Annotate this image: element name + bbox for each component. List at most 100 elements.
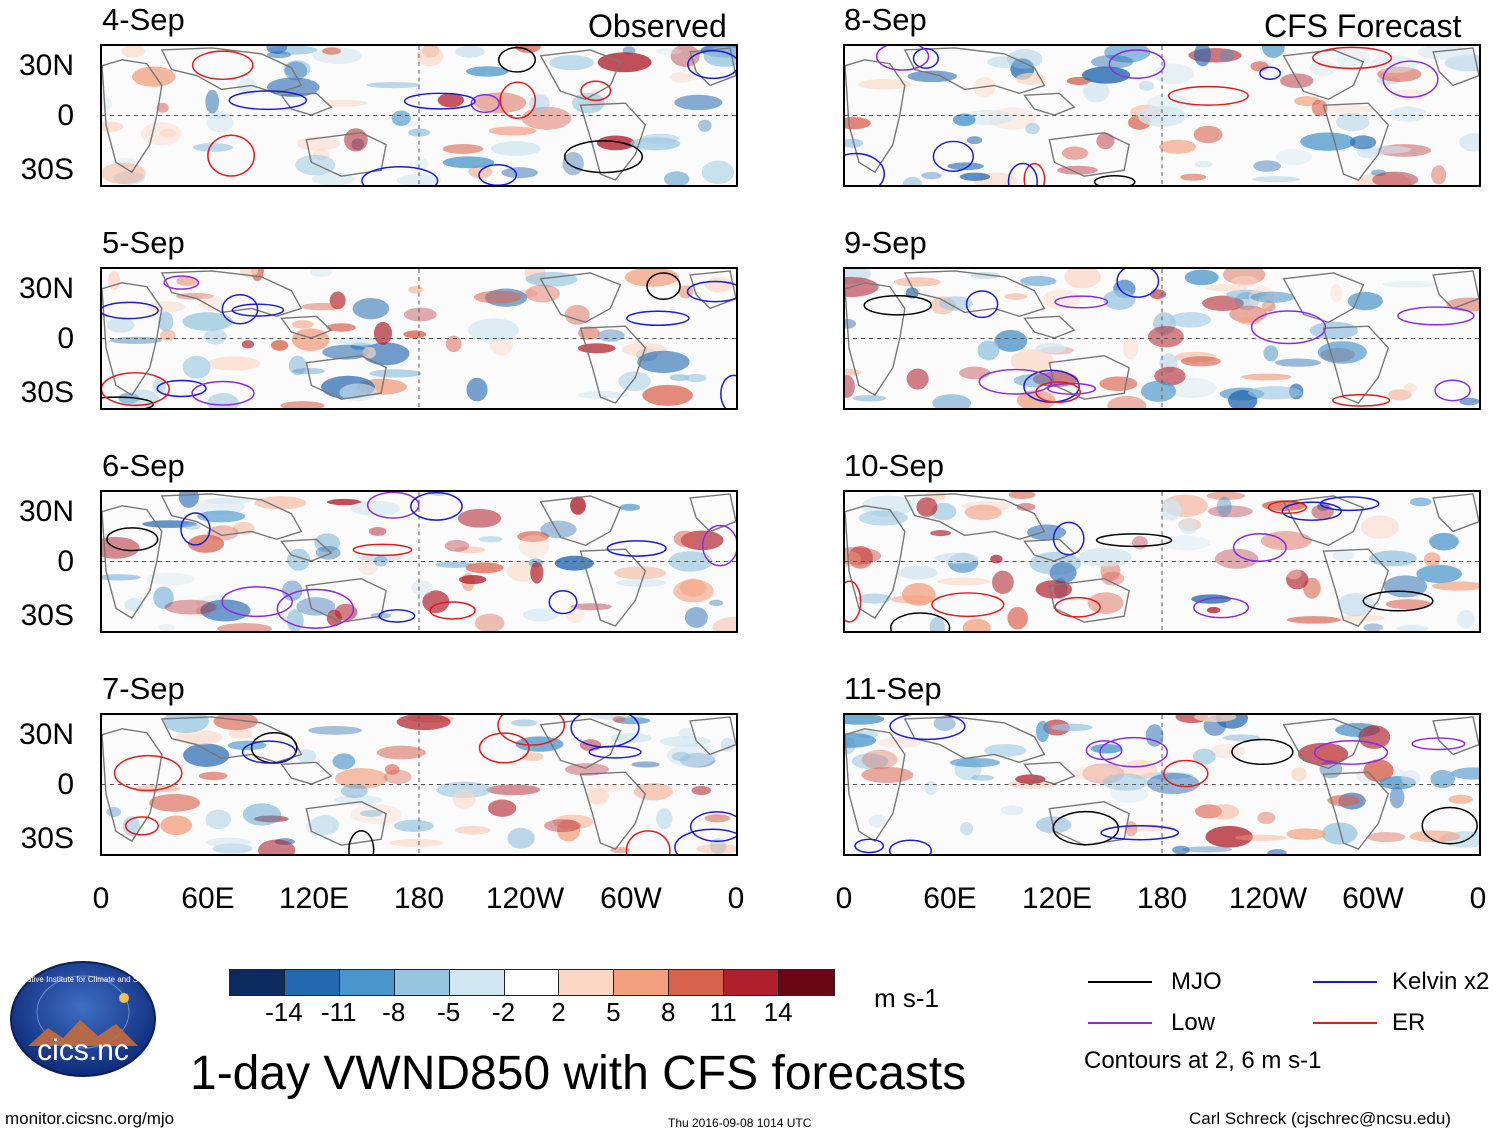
anomaly-blob — [1416, 564, 1462, 584]
wave-contour — [241, 740, 297, 764]
anomaly-blob — [1423, 552, 1441, 567]
anomaly-blob — [1071, 765, 1119, 781]
anomaly-blob — [1387, 389, 1412, 401]
wave-contour — [890, 612, 951, 631]
anomaly-blob — [369, 369, 422, 378]
wave-contour — [1095, 533, 1173, 548]
anomaly-blob — [454, 546, 486, 554]
legend-line-er — [1313, 1022, 1377, 1024]
anomaly-blob — [1363, 623, 1383, 631]
anomaly-blob — [258, 839, 296, 854]
observed-title: Observed — [588, 8, 727, 44]
coastline — [689, 716, 736, 756]
anomaly-blob — [1122, 336, 1139, 360]
anomaly-blob — [358, 556, 378, 576]
wave-contour — [191, 50, 254, 81]
contour-note: Contours at 2, 6 m s-1 — [1084, 1047, 1322, 1074]
coastline — [102, 505, 163, 620]
anomaly-blob — [465, 562, 504, 574]
legend-label: Kelvin x2 — [1392, 968, 1490, 995]
anomaly-blob — [1280, 73, 1314, 89]
anomaly-blob — [633, 783, 673, 801]
anomaly-blob — [845, 374, 855, 398]
anomaly-blob — [501, 167, 539, 179]
logo-ring-text: Cooperative Institute for Climate and Sa… — [8, 975, 158, 984]
anomaly-blob — [1241, 373, 1292, 381]
anomaly-blob — [1451, 767, 1479, 780]
anomaly-blob — [1207, 505, 1253, 518]
lon-label: 180 — [393, 882, 445, 915]
wave-contour — [646, 272, 681, 301]
anomaly-blob — [994, 329, 1028, 352]
wave-contour — [1023, 162, 1046, 185]
wave-contour — [1250, 310, 1327, 345]
anomaly-blob — [977, 340, 1000, 361]
lon-label: 0 — [727, 882, 745, 915]
panel-date: 8-Sep — [844, 2, 927, 37]
anomaly-blob — [153, 586, 174, 610]
anomaly-blob — [408, 285, 424, 294]
anomaly-blob — [570, 603, 612, 611]
anomaly-blob — [110, 336, 162, 344]
wave-contour — [687, 49, 736, 80]
wave-contour — [348, 830, 375, 854]
anomaly-blob — [1311, 99, 1328, 117]
anomaly-blob — [933, 716, 956, 731]
anomaly-blob — [701, 160, 735, 185]
anomaly-blob — [907, 70, 957, 83]
coastline — [280, 538, 333, 562]
anomaly-blob — [376, 745, 426, 760]
coastline — [160, 270, 303, 318]
wave-contour — [701, 524, 736, 567]
wave-contour — [863, 294, 932, 316]
lat-label: 30N — [18, 718, 74, 751]
wave-contour — [548, 590, 578, 615]
anomaly-blob — [206, 113, 234, 133]
anomaly-blob — [1101, 571, 1125, 586]
anomaly-blob — [971, 774, 995, 781]
anomaly-blob — [112, 157, 138, 168]
anomaly-blob — [362, 346, 376, 359]
anomaly-blob — [1090, 743, 1123, 754]
anomaly-blob — [228, 729, 253, 739]
anomaly-blob — [396, 715, 451, 731]
wave-contour — [931, 592, 1005, 618]
anomaly-blob — [1401, 770, 1421, 786]
anomaly-blob — [442, 156, 495, 169]
wave-contour — [163, 275, 200, 290]
wave-contour — [1163, 759, 1209, 788]
anomaly-blob — [254, 496, 307, 510]
anomaly-blob — [845, 368, 862, 376]
wave-contour — [912, 47, 939, 69]
anomaly-blob — [1161, 535, 1211, 551]
anomaly-blob — [1181, 846, 1233, 853]
anomaly-blob — [668, 551, 713, 572]
coastline — [1023, 761, 1076, 785]
coastline — [903, 716, 1046, 764]
anomaly-blob — [1042, 289, 1081, 310]
anomaly-blob — [183, 743, 230, 767]
anomaly-blob — [1385, 599, 1432, 610]
anomaly-blob — [102, 96, 112, 111]
wave-contour — [875, 46, 930, 71]
anomaly-blob — [1286, 828, 1326, 840]
anomaly-blob — [1253, 160, 1282, 172]
coastline — [280, 92, 333, 116]
anomaly-blob — [845, 276, 879, 297]
anomaly-blob — [709, 599, 724, 607]
anomaly-blob — [308, 726, 363, 735]
map-panel-forecast-10-sep — [843, 490, 1481, 633]
wave-contour — [1312, 46, 1393, 70]
anomaly-blob — [488, 126, 537, 136]
anomaly-blob — [1172, 845, 1190, 854]
anomaly-blob — [525, 284, 561, 303]
anomaly-blob — [335, 768, 388, 789]
anomaly-blob — [1206, 606, 1221, 614]
wave-contour — [156, 379, 207, 398]
wave-contour — [1267, 500, 1308, 515]
anomaly-blob — [1061, 146, 1089, 160]
anomaly-blob — [1327, 794, 1361, 807]
anomaly-blob — [1027, 524, 1067, 541]
wave-contour — [497, 715, 566, 746]
source-url[interactable]: monitor.cicsnc.org/mjo — [5, 1109, 175, 1128]
